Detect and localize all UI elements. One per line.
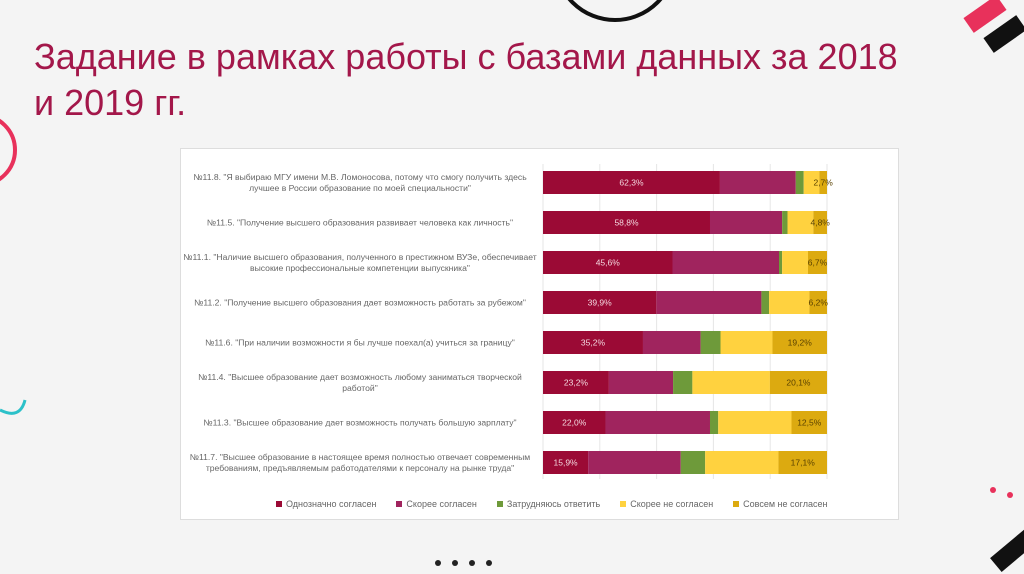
bar-segment [543,371,609,394]
bar-segment [819,171,827,194]
bar-segment [719,171,796,194]
bar-segment [769,371,827,394]
category-label: №11.5. "Получение высшего образования ра… [206,217,514,227]
data-label: 15,9% [554,458,579,468]
bar-segment [543,211,710,234]
data-label: 58,8% [614,218,639,228]
bar-segment [778,451,827,474]
bar-segment [588,451,681,474]
bar-segment [543,251,673,274]
data-label: 20,1% [786,378,811,388]
bar-segment [672,251,780,274]
bar-segment [779,251,783,274]
bar-segment [705,451,779,474]
bar-segment [543,171,720,194]
bar-segment [709,211,783,234]
legend-swatch [620,501,627,507]
chart-panel: №11.8. "Я выбираю МГУ имени М.В. Ломонос… [180,148,899,520]
legend-item: Скорее согласен [396,499,477,509]
category-label: №11.6. "При наличии возможности я бы луч… [205,337,515,347]
legend-swatch [733,501,740,507]
bar-segment [673,371,693,394]
bar-segment [807,251,827,274]
data-label: 6,2% [809,298,829,308]
bar-segment [656,291,762,314]
data-label: 23,2% [564,378,589,388]
bar-segment [791,411,827,434]
data-label: 2,7% [813,178,833,188]
bar-segment [803,171,820,194]
data-label: 4,8% [810,218,830,228]
bar-segment [761,291,770,314]
legend-swatch [396,501,403,507]
bar-segment [680,451,706,474]
bar-segment [718,411,792,434]
legend-swatch [496,501,503,507]
bar-segment [543,331,643,354]
bar-segment [608,371,674,394]
bar-segment [543,291,657,314]
data-label: 35,2% [581,338,606,348]
legend-label: Скорее не согласен [630,499,714,509]
legend-label: Скорее согласен [406,499,477,509]
category-label: №11.3. "Высшее образование дает возможно… [203,417,517,427]
bar-segment [787,211,814,234]
data-label: 45,6% [596,258,621,268]
legend-item: Затрудняюсь ответить [496,499,601,509]
legend-item: Скорее не согласен [620,499,713,509]
category-label: №11.8. "Я выбираю МГУ имени М.В. Ломонос… [193,171,527,193]
bar-segment [772,331,827,354]
category-label: №11.7. "Высшее образование в настоящее в… [189,451,531,473]
category-label: №11.4. "Высшее образование дает возможно… [198,371,522,393]
bar-segment [782,251,808,274]
bar-segment [605,411,710,434]
legend-item: Однозначно согласен [276,499,376,509]
bar-segment [543,451,589,474]
stacked-bar-chart: 62,3% 2,7% 58,8% 4,8% 45,6% 6,7% 39,9% 6,2% 35,2… [542,164,833,479]
bar-segment [782,211,788,234]
bar-segment [543,411,606,434]
legend-label: Совсем не согласен [743,499,828,509]
data-label: 19,2% [788,338,813,348]
bar-segment [769,291,810,314]
legend-item: Совсем не согласен [733,499,827,509]
data-label: 39,9% [588,298,613,308]
data-label: 22,0% [562,418,587,428]
legend-swatch [276,501,282,507]
slide-title: Задание в рамках работы с базами данных … [34,36,898,123]
legend-label: Однозначно согласен [286,499,377,509]
bar-segment [720,331,773,354]
bar-segment [642,331,701,354]
category-label: №11.1. "Наличие высшего образования, пол… [183,251,537,273]
legend: Однозначно согласен Скорее согласен Затруд… [276,499,827,509]
data-label: 6,7% [808,258,828,268]
bar-segment [809,291,827,314]
data-label: 12,5% [797,418,822,428]
bar-segment [692,371,770,394]
bar-segment [813,211,827,234]
bar-segment [709,411,719,434]
data-label: 62,3% [619,178,644,188]
data-label: 17,1% [791,458,816,468]
legend-label: Затрудняюсь ответить [506,499,601,509]
bar-segment [700,331,721,354]
bar-segment [795,171,804,194]
category-label: №11.2. "Получение высшего образования да… [194,297,526,307]
